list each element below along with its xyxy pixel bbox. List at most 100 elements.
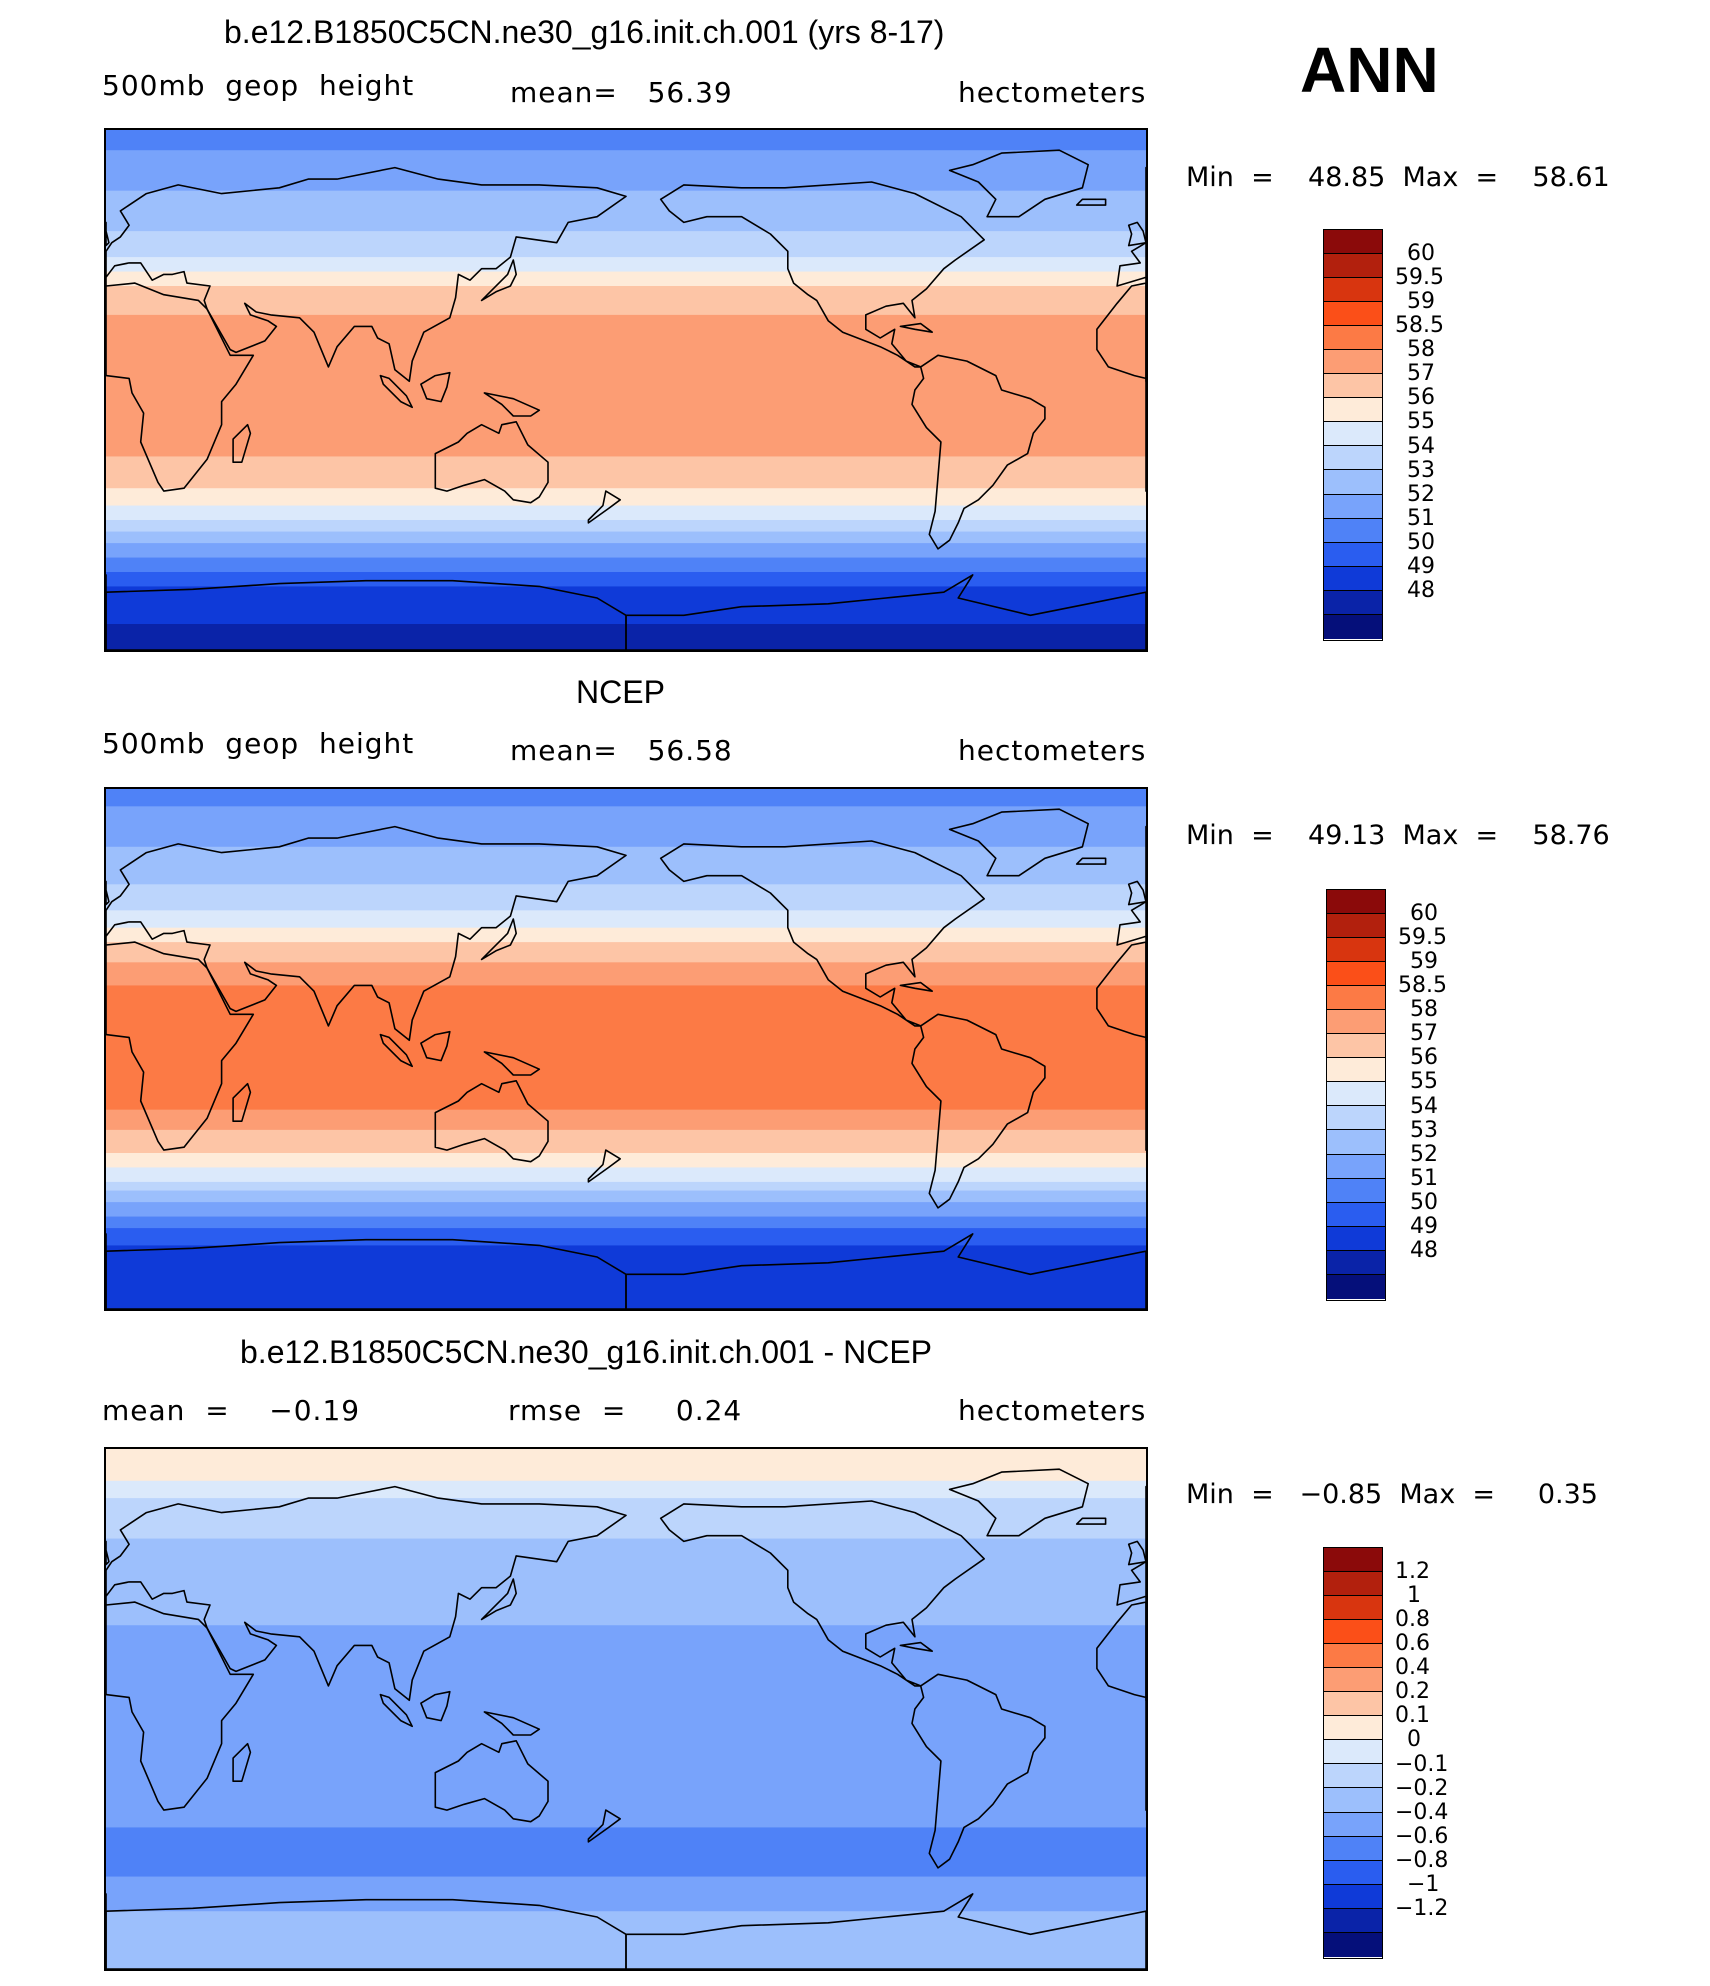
colorbar-swatch bbox=[1324, 614, 1382, 639]
contour-band bbox=[106, 488, 1146, 507]
contour-band bbox=[106, 1449, 1146, 1482]
colorbar-swatch bbox=[1327, 1010, 1385, 1035]
coastline-antarctica-east bbox=[106, 1238, 627, 1309]
contour-band bbox=[106, 910, 1146, 929]
coastline-greenland bbox=[948, 1468, 1089, 1537]
colorbar-tick-label: 55 bbox=[1407, 409, 1435, 435]
coastline-africa bbox=[106, 941, 255, 1151]
colorbar-tick-label: 57 bbox=[1407, 361, 1435, 387]
colorbar-tick-label: 48 bbox=[1410, 1237, 1438, 1263]
contour-band bbox=[106, 927, 1146, 943]
colorbar-tick-label: 57 bbox=[1410, 1021, 1438, 1047]
contour-band bbox=[106, 557, 1146, 573]
coastline-iceland bbox=[1075, 857, 1107, 865]
colorbar-swatch bbox=[1324, 278, 1382, 303]
coastline-africa bbox=[106, 282, 255, 492]
panel2-map bbox=[104, 787, 1148, 1311]
colorbar-tick-label: −1.2 bbox=[1395, 1895, 1449, 1921]
contour-band bbox=[106, 1216, 1146, 1229]
coastline-japan bbox=[480, 918, 517, 961]
colorbar-swatch bbox=[1324, 374, 1382, 399]
contour-band bbox=[106, 271, 1146, 287]
panel1-colorbar bbox=[1323, 229, 1383, 641]
colorbar-tick-label: −1 bbox=[1407, 1871, 1440, 1897]
contour-band bbox=[106, 257, 1146, 273]
colorbar-swatch bbox=[1324, 1644, 1382, 1669]
coastline-south-america bbox=[911, 1673, 1046, 1869]
contour-band bbox=[106, 806, 1146, 848]
coastline-north-america bbox=[659, 181, 985, 368]
coastline-new-guinea bbox=[483, 392, 541, 417]
colorbar-swatch bbox=[1327, 1106, 1385, 1131]
colorbar-swatch bbox=[1324, 1692, 1382, 1717]
contour-band bbox=[106, 231, 1146, 258]
panel3-rmse-label: rmse = 0.24 bbox=[508, 1394, 743, 1427]
contour-band bbox=[106, 985, 1146, 1111]
contour-band bbox=[106, 130, 1146, 151]
panel1-variable-label: 500mb geop height bbox=[102, 69, 415, 102]
coastline-antarctica-west bbox=[625, 574, 1146, 650]
colorbar-swatch bbox=[1324, 254, 1382, 279]
panel1-mean-label: mean= 56.39 bbox=[510, 76, 733, 109]
contour-band bbox=[106, 314, 1146, 457]
colorbar-swatch bbox=[1324, 422, 1382, 447]
colorbar-swatch bbox=[1324, 1572, 1382, 1597]
season-label: ANN bbox=[1300, 34, 1439, 106]
colorbar-tick-label: 48 bbox=[1407, 577, 1435, 603]
colorbar-tick-label: −0.1 bbox=[1395, 1751, 1449, 1777]
coastlines bbox=[106, 808, 1146, 1309]
colorbar-tick-label: 49 bbox=[1407, 553, 1435, 579]
coastline-british-isles bbox=[1127, 1540, 1146, 1566]
coastline-antarctica-west bbox=[625, 1893, 1146, 1969]
colorbar-tick-label: 49 bbox=[1410, 1213, 1438, 1239]
colorbar-swatch bbox=[1327, 1274, 1385, 1299]
colorbar-swatch bbox=[1327, 914, 1385, 939]
colorbar-swatch bbox=[1324, 1764, 1382, 1789]
coastline-madagascar bbox=[232, 1082, 252, 1122]
contour-band bbox=[106, 846, 1146, 885]
colorbar-tick-label: 0.1 bbox=[1395, 1703, 1430, 1729]
colorbar-tick-label: 1 bbox=[1407, 1583, 1421, 1609]
colorbar-swatch bbox=[1327, 1202, 1385, 1227]
colorbar-swatch bbox=[1327, 1058, 1385, 1083]
colorbar-tick-label: 54 bbox=[1410, 1093, 1438, 1119]
coastline-south-america bbox=[911, 354, 1046, 550]
panel2-variable-label: 500mb geop height bbox=[102, 727, 415, 760]
coastline-antarctica-east bbox=[106, 579, 627, 650]
panel3-units-label: hectometers bbox=[958, 1394, 1147, 1427]
panel3-mean-label: mean = −0.19 bbox=[102, 1394, 361, 1427]
panel2-colorbar bbox=[1326, 889, 1386, 1301]
colorbar-tick-label: 56 bbox=[1407, 385, 1435, 411]
colorbar-swatch bbox=[1324, 1908, 1382, 1933]
colorbar-swatch bbox=[1327, 962, 1385, 987]
coastlines bbox=[106, 1468, 1146, 1969]
coastline-british-isles bbox=[106, 1540, 110, 1566]
contour-map-svg bbox=[106, 789, 1146, 1309]
colorbar-tick-label: 53 bbox=[1407, 457, 1435, 483]
colorbar-swatch bbox=[1324, 1548, 1382, 1573]
colorbar-swatch bbox=[1324, 1668, 1382, 1693]
contour-band bbox=[106, 1190, 1146, 1203]
colorbar-swatch bbox=[1327, 986, 1385, 1011]
colorbar-swatch bbox=[1327, 1178, 1385, 1203]
coastline-borneo bbox=[420, 1030, 451, 1062]
colorbar-swatch bbox=[1324, 1812, 1382, 1837]
coastline-british-isles bbox=[106, 880, 110, 906]
colorbar-swatch bbox=[1324, 590, 1382, 615]
coastline-british-isles bbox=[1127, 221, 1146, 247]
colorbar-swatch bbox=[1324, 566, 1382, 591]
coastline-africa bbox=[1096, 1601, 1146, 1811]
coastline-australia bbox=[434, 1740, 549, 1823]
coastline-sumatra bbox=[379, 1693, 413, 1728]
colorbar-tick-label: 0.6 bbox=[1395, 1631, 1430, 1657]
contour-band bbox=[106, 1625, 1146, 1828]
colorbar-swatch bbox=[1324, 302, 1382, 327]
contour-band bbox=[106, 789, 1146, 807]
colorbar-tick-label: 58 bbox=[1410, 997, 1438, 1023]
coastline-new-guinea bbox=[483, 1711, 541, 1736]
colorbar-tick-label: 59 bbox=[1407, 289, 1435, 315]
colorbar-tick-label: 0.8 bbox=[1395, 1607, 1430, 1633]
coastline-iceland bbox=[1075, 1517, 1107, 1525]
colorbar-swatch bbox=[1324, 518, 1382, 543]
coastline-borneo bbox=[420, 371, 451, 403]
